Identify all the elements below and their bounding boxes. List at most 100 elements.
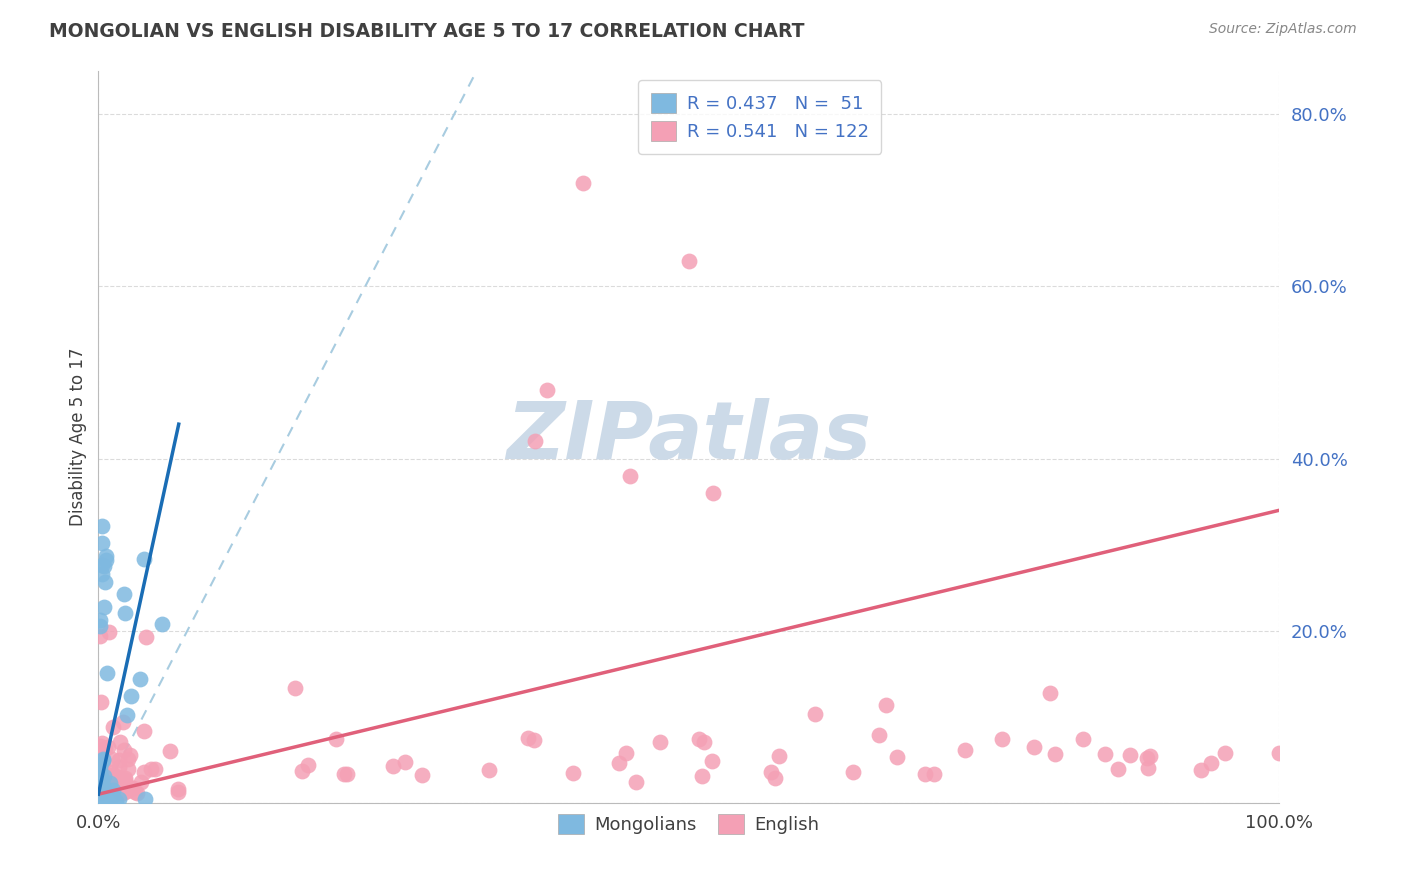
Point [108,753,131,767]
Point [90,771,112,785]
Point [1094,747,1116,761]
Point [89,758,111,772]
Point [89,782,111,797]
Text: MONGOLIAN VS ENGLISH DISABILITY AGE 5 TO 17 CORRELATION CHART: MONGOLIAN VS ENGLISH DISABILITY AGE 5 TO… [49,22,804,41]
Point [150,616,173,631]
Point [89,739,111,753]
Point [90,790,112,805]
Point [96,666,118,681]
Point [94,779,117,793]
Point [93,793,115,807]
Point [101,751,124,765]
Point [614,746,637,760]
Point [117,708,139,723]
Point [139,762,162,776]
Point [868,728,890,742]
Point [97,624,120,639]
Point [90,759,112,773]
Point [1136,761,1159,775]
Point [101,783,124,797]
Point [135,630,157,644]
Point [91,754,114,768]
Point [91,737,114,751]
Point [167,784,190,798]
Point [104,780,127,794]
Point [89,765,111,780]
Point [104,779,127,793]
Point [90,695,112,709]
Point [132,724,155,739]
Point [90,794,112,808]
Point [875,698,897,712]
Point [89,776,111,790]
Point [100,772,122,787]
Point [91,753,114,767]
Point [96,785,118,799]
Point [98,770,121,784]
Point [96,771,118,785]
Point [122,781,145,796]
Point [89,780,111,794]
Point [89,786,111,800]
Point [89,629,111,643]
Point [132,552,155,566]
Point [110,785,132,799]
Point [114,771,136,785]
Point [89,760,111,774]
Point [112,587,135,601]
Point [91,752,114,766]
Point [101,789,124,803]
Point [91,558,114,572]
Point [524,434,547,449]
Point [91,774,114,789]
Point [914,766,936,780]
Point [90,786,112,800]
Point [94,740,117,755]
Point [700,754,723,768]
Point [886,749,908,764]
Point [91,519,114,533]
Point [131,775,153,789]
Point [90,536,112,550]
Point [97,768,120,782]
Point [93,769,115,783]
Y-axis label: Disability Age 5 to 17: Disability Age 5 to 17 [69,348,87,526]
Point [115,784,138,798]
Point [90,785,112,799]
Point [89,760,111,774]
Point [89,782,111,797]
Point [325,731,347,746]
Point [111,714,134,729]
Point [118,747,141,762]
Point [626,774,648,789]
Point [394,755,416,769]
Point [121,781,143,796]
Point [648,735,671,749]
Point [117,762,139,776]
Point [517,731,540,746]
Point [1139,749,1161,764]
Point [108,786,131,800]
Point [763,771,786,785]
Point [94,549,117,563]
Point [922,767,945,781]
Point [134,791,156,805]
Point [143,762,166,776]
Point [90,766,112,780]
Point [89,767,111,781]
Point [159,744,181,758]
Point [991,732,1014,747]
Point [89,759,111,773]
Point [284,681,307,695]
Point [89,750,111,764]
Point [108,735,131,749]
Point [1189,763,1212,777]
Point [1201,756,1223,771]
Point [167,781,190,796]
Point [105,794,128,808]
Point [93,559,115,574]
Point [94,575,117,590]
Point [411,767,433,781]
Point [124,785,146,799]
Point [768,749,790,764]
